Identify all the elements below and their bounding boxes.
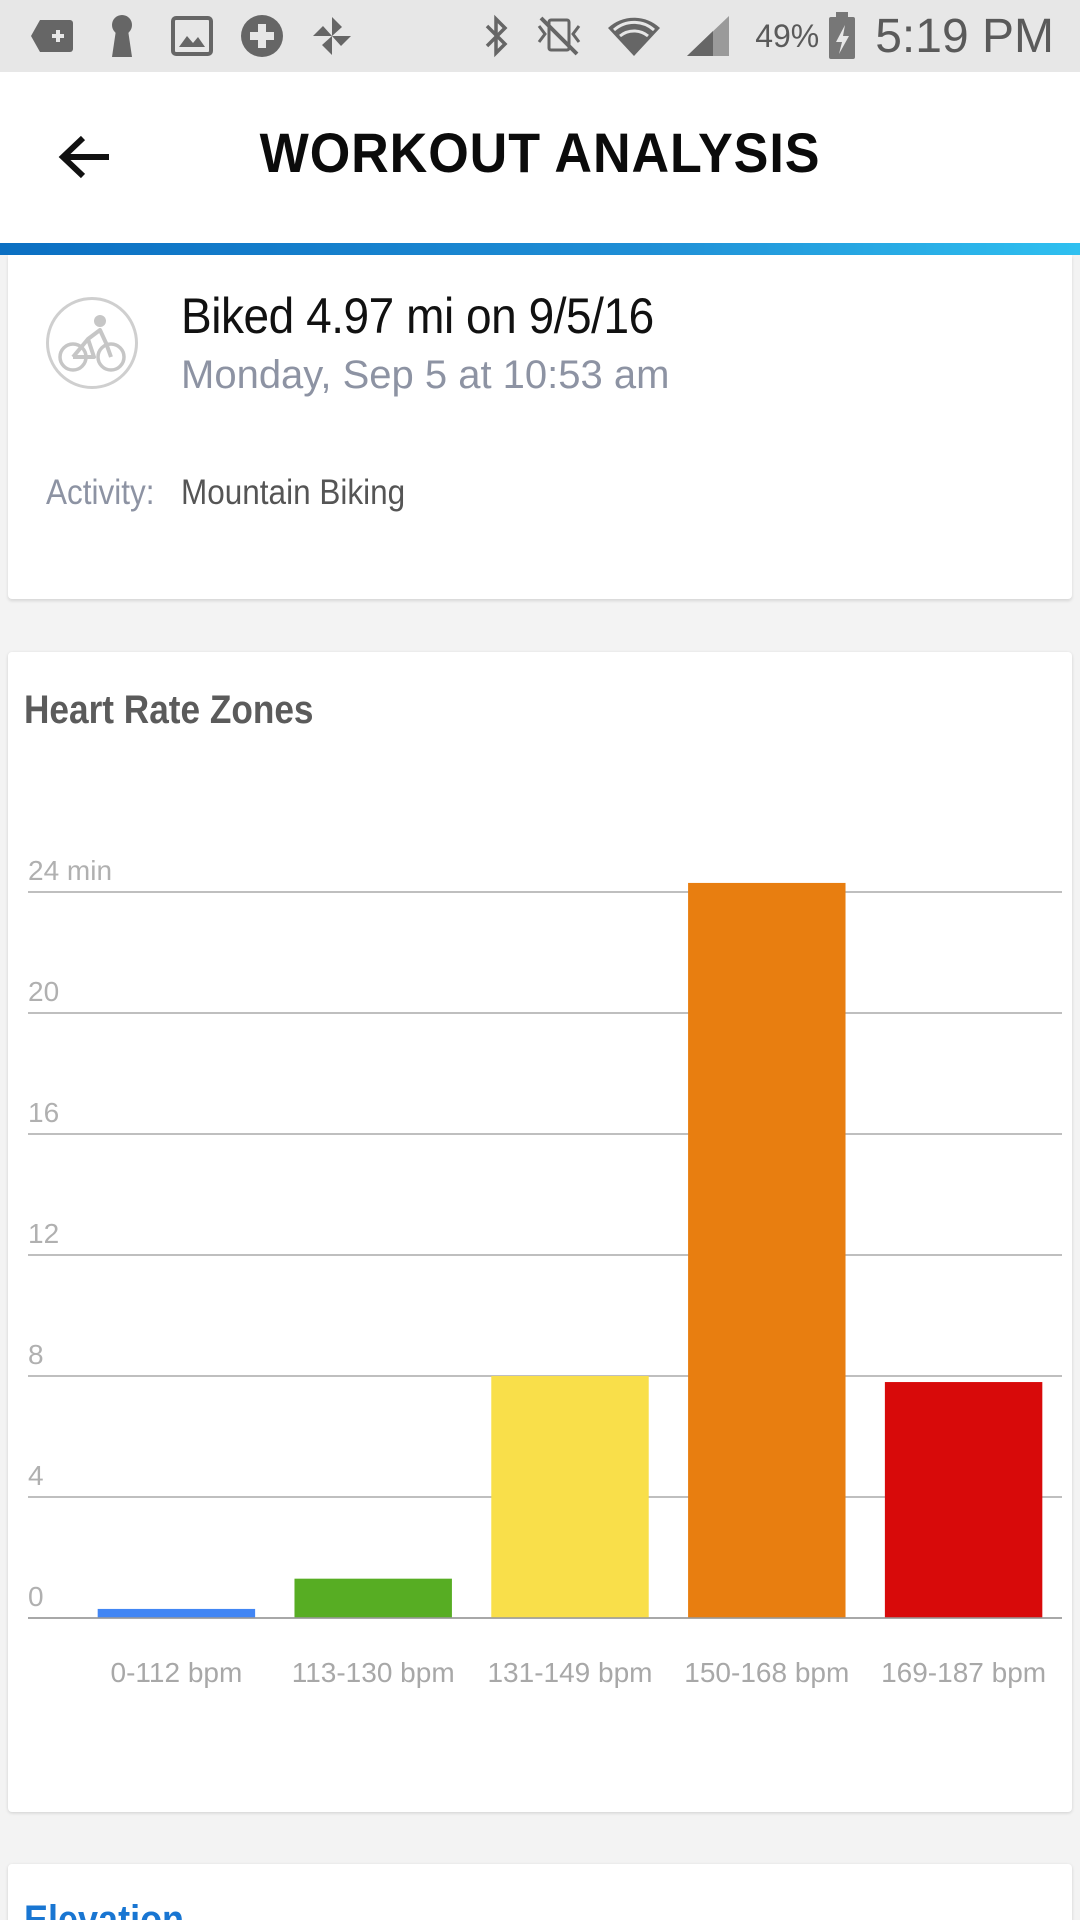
bar [97,1608,256,1618]
pinwheel-icon [308,14,356,58]
y-tick-label: 24 min [28,855,112,886]
chart-title: Heart Rate Zones [24,688,314,732]
bar [294,1578,452,1618]
x-tick-label: 150-168 bpm [684,1657,849,1688]
bar [491,1376,649,1618]
y-tick-label: 20 [28,976,59,1007]
activity-value: Mountain Biking [181,473,406,512]
image-icon [168,14,216,58]
heart-rate-zones-card: Heart Rate Zones 0 4 8 12 16 20 24 min 0-112 bp… [8,652,1072,1812]
app-header: WORKOUT ANALYSIS [0,72,1080,243]
y-tick-label: 0 [28,1581,44,1612]
header-accent-bar [0,243,1080,255]
status-bar: 49% 5:19 PM [0,0,1080,72]
clock: 5:19 PM [875,9,1054,63]
y-tick-label: 8 [28,1339,44,1370]
bike-icon [46,297,138,389]
workout-summary-card: Biked 4.97 mi on 9/5/16 Monday, Sep 5 at… [8,255,1072,599]
system-status: 49% 5:19 PM [481,9,1054,63]
add-box-icon [28,14,76,58]
x-tick-label: 169-187 bpm [881,1657,1046,1688]
vibrate-off-icon [535,14,583,58]
x-tick-label: 0-112 bpm [111,1657,243,1688]
plus-circle-icon [238,14,286,58]
heart-rate-chart: 0 4 8 12 16 20 24 min 0-112 bpm 113-130 bpm 131-1… [28,855,1062,1688]
elevation-title: Elevation [24,1898,185,1920]
elevation-card: Elevation [8,1864,1072,1920]
arrow-left-icon [58,135,109,179]
wifi-icon [607,14,661,58]
x-tick-label: 131-149 bpm [487,1657,652,1688]
workout-datetime: Monday, Sep 5 at 10:53 am [181,353,670,397]
bluetooth-icon [481,14,511,58]
x-tick-label: 113-130 bpm [292,1657,455,1688]
workout-title: Biked 4.97 mi on 9/5/16 [181,288,654,344]
activity-label: Activity: [46,473,155,512]
y-tick-label: 12 [28,1218,59,1249]
notification-icons [28,14,378,58]
signal-icon [685,14,731,58]
bar [688,882,846,1618]
y-tick-label: 16 [28,1097,59,1128]
page-title: WORKOUT ANALYSIS [259,121,821,184]
battery-percent: 49% [755,17,820,54]
y-tick-label: 4 [28,1460,44,1491]
battery-charging-icon [827,11,857,61]
back-button[interactable] [50,122,120,192]
keyhole-icon [98,14,146,58]
bar [884,1382,1043,1618]
